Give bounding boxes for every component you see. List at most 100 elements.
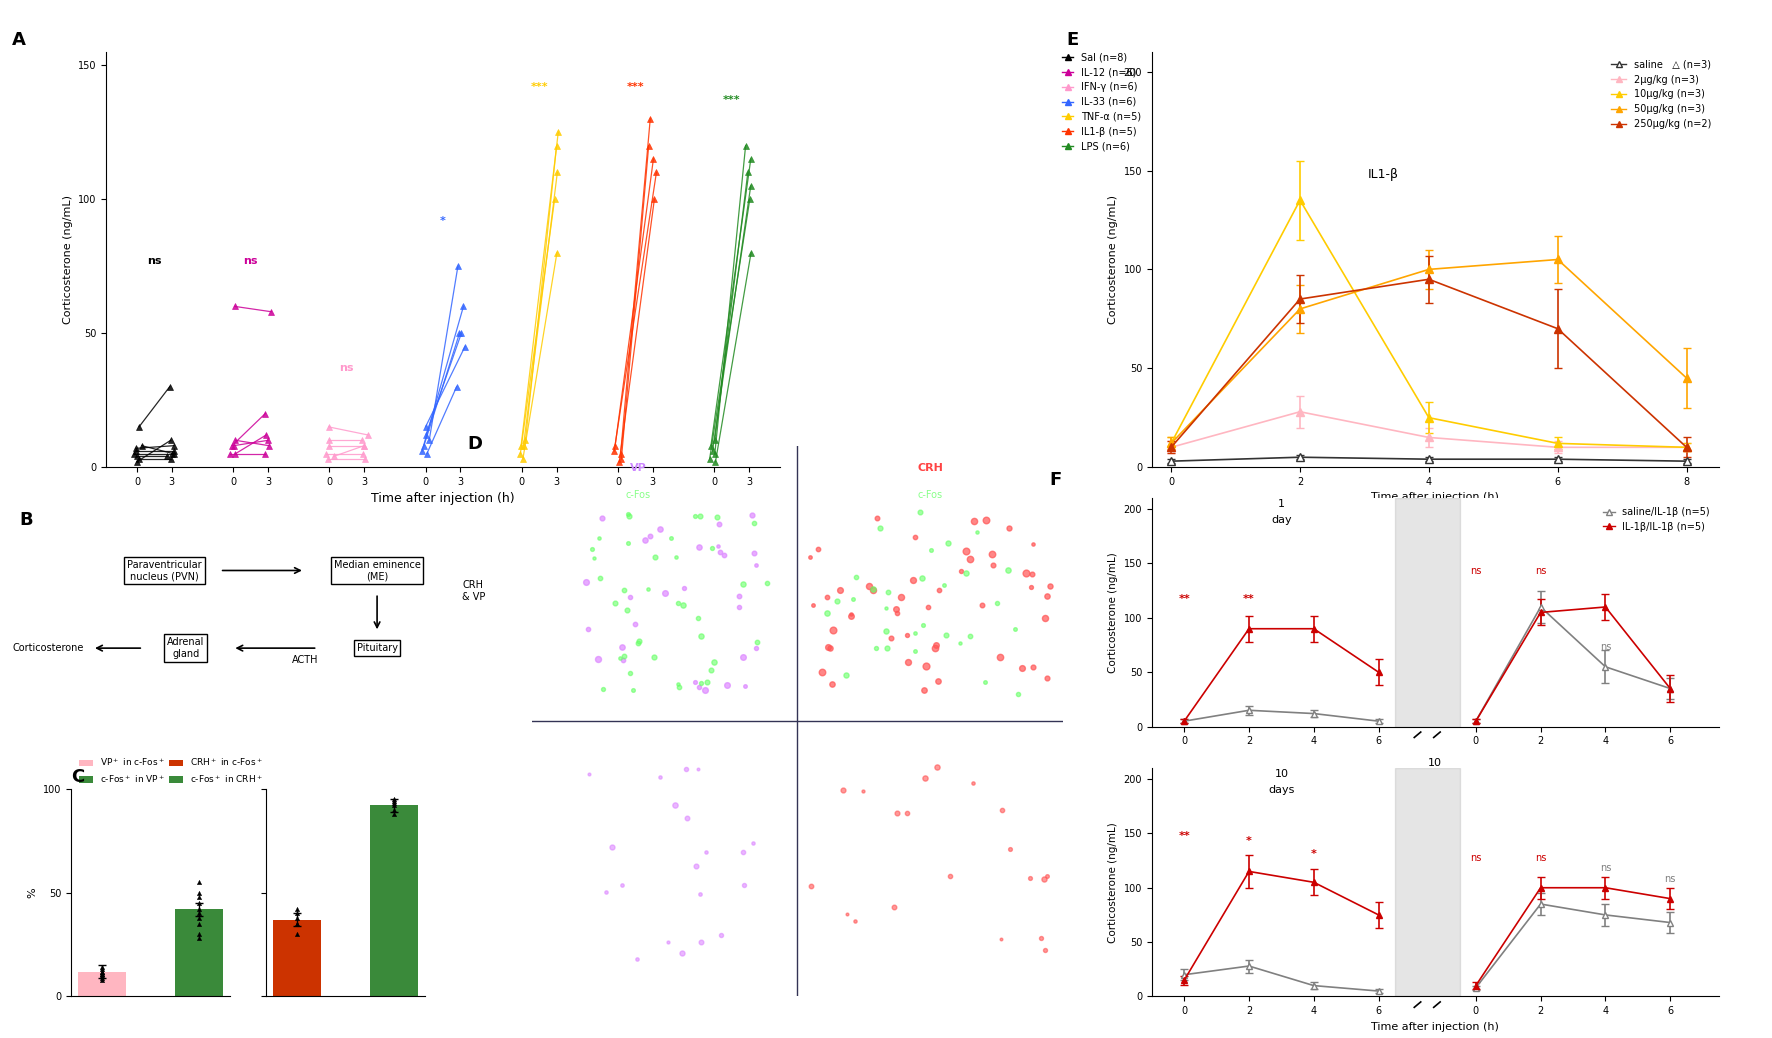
Point [379,795,408,812]
Point [613,602,641,619]
Point [592,883,620,900]
Text: Adrenal
gland: Adrenal gland [167,637,204,659]
Point [930,577,959,594]
Point [741,515,769,531]
Point [836,608,865,625]
Point [861,640,890,657]
Point [911,769,939,786]
Point [741,545,769,562]
Point [686,508,714,524]
Point [284,909,312,926]
Point [753,575,781,592]
Point [640,549,668,566]
Point [624,634,652,651]
Point [840,913,868,930]
Point [987,801,1015,818]
Point [819,676,847,692]
Y-axis label: Corticosterone (ng/mL): Corticosterone (ng/mL) [62,195,73,324]
Point [946,634,975,651]
Point [578,541,606,557]
Point [803,541,831,557]
Point [615,508,643,524]
Point [284,905,312,922]
Point [703,538,732,554]
Point [934,535,962,551]
Point [89,972,117,988]
Text: 1: 1 [1278,499,1285,509]
Point [647,769,675,786]
Point [590,681,618,698]
Text: day: day [1271,516,1292,525]
Text: days: days [1269,786,1295,795]
Text: CRH
& VP: CRH & VP [462,580,486,602]
Text: ACTH: ACTH [292,655,317,664]
Point [1030,871,1058,887]
Point [859,580,888,597]
Point [691,682,719,699]
Point [688,628,716,645]
Point [815,639,843,656]
Point [585,651,613,667]
Point [688,934,716,951]
Point [184,909,213,926]
Point [601,595,629,611]
Point [893,654,921,671]
Point [932,627,960,644]
Point [631,532,659,549]
Point [829,782,858,798]
Point [728,649,757,665]
Text: Corticosterone: Corticosterone [12,644,83,653]
Point [89,961,117,978]
Point [921,636,950,653]
Point [184,895,213,911]
Bar [370,805,418,996]
Text: ns: ns [1471,852,1481,863]
Point [613,506,641,522]
Point [574,765,602,782]
Point [89,965,117,982]
Text: ***: *** [530,82,548,92]
Point [684,610,712,627]
Point [608,652,636,668]
Bar [1395,498,1460,727]
Point [670,580,698,597]
Point [968,596,996,612]
Text: A: A [12,31,27,49]
Point [664,676,693,692]
Point [893,804,921,821]
Point [705,516,734,532]
Point [693,674,721,690]
Point [686,885,714,902]
Point [680,674,709,690]
Point [1008,660,1037,677]
Point [698,539,727,555]
Point [379,805,408,822]
Point [89,959,117,976]
Point [620,616,649,632]
Point [608,876,636,893]
Point [1026,930,1054,947]
Point [89,963,117,980]
Bar [1395,768,1460,996]
Point [854,577,882,594]
Text: IL1-β: IL1-β [1368,168,1398,182]
Point [89,967,117,984]
Point [618,682,647,699]
Point [1031,941,1060,958]
Point [819,622,847,638]
Text: Pituitary: Pituitary [356,644,397,653]
Point [184,874,213,891]
Point [705,544,734,561]
Text: *: * [1311,849,1317,859]
Text: Median eminence
(ME): Median eminence (ME) [333,559,420,581]
Point [994,562,1022,578]
Point [668,596,696,612]
Point [645,521,673,538]
Point [959,513,987,529]
Point [971,674,999,690]
Point [1033,868,1061,884]
Text: ns: ns [1600,864,1611,873]
Point [742,633,771,650]
Point [739,836,767,852]
Point [663,548,691,565]
